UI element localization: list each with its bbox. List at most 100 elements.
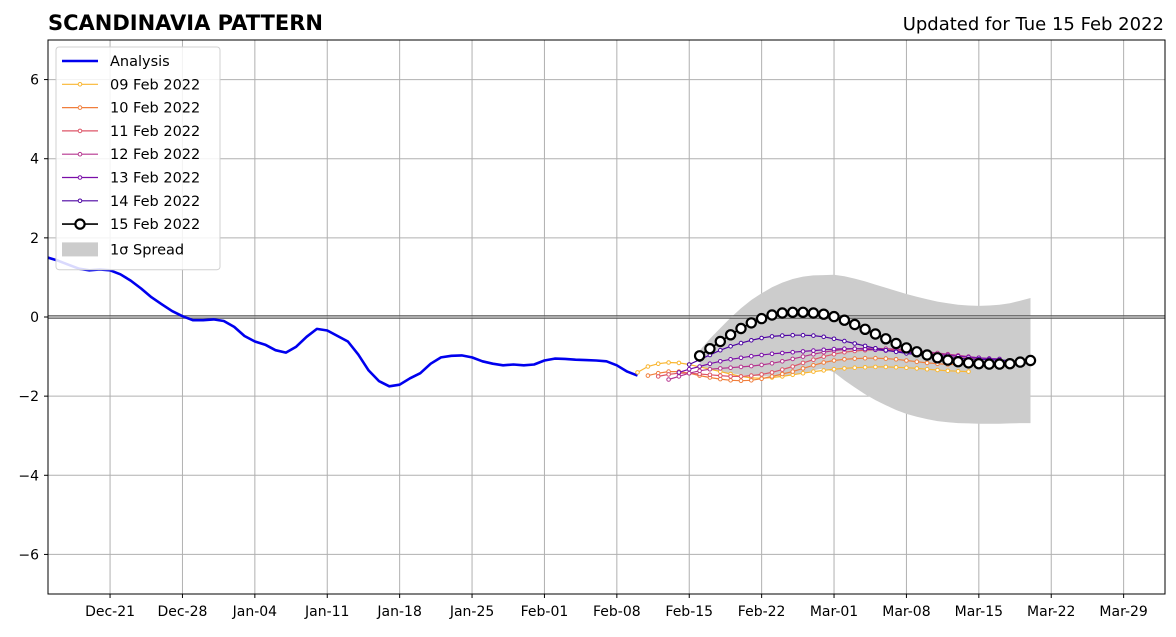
forecast-point xyxy=(800,349,806,354)
forecast-point xyxy=(811,333,816,338)
forecast-point xyxy=(749,338,754,343)
x-tick-label: Mar-01 xyxy=(810,604,858,620)
forecast-point xyxy=(749,378,754,383)
forecast-point xyxy=(676,374,682,379)
forecast-point xyxy=(728,365,733,371)
forecast-point xyxy=(776,307,789,319)
forecast-point xyxy=(707,366,713,372)
forecast-point xyxy=(759,352,764,358)
forecast-point xyxy=(769,361,775,366)
x-tick-label: Feb-01 xyxy=(521,604,569,620)
forecast-point xyxy=(769,334,775,339)
forecast-point xyxy=(749,363,754,369)
forecast-point xyxy=(893,365,899,370)
forecast-point xyxy=(883,347,889,353)
forecast-point xyxy=(852,346,858,352)
forecast-point xyxy=(890,337,902,350)
forecast-point xyxy=(714,335,727,348)
forecast-point xyxy=(655,361,661,367)
legend-swatch-marker xyxy=(77,105,83,110)
forecast-point xyxy=(828,310,840,323)
forecast-point xyxy=(735,322,747,335)
forecast-point xyxy=(849,318,861,331)
forecast-point xyxy=(931,352,944,364)
legend: Analysis 09 Feb 2022 10 Feb 2022 11 Feb 202… xyxy=(55,46,221,271)
forecast-point xyxy=(924,360,930,366)
forecast-point xyxy=(766,309,778,321)
forecast-point xyxy=(880,333,892,345)
legend-label: 11 Feb 2022 xyxy=(110,124,200,140)
forecast-point xyxy=(821,368,827,373)
x-tick-label: Mar-22 xyxy=(1027,604,1075,620)
forecast-point xyxy=(852,341,858,346)
forecast-point xyxy=(818,308,830,320)
legend-label: 15 Feb 2022 xyxy=(110,217,200,233)
forecast-point xyxy=(738,364,744,370)
forecast-point xyxy=(942,354,954,366)
x-tick-label: Dec-28 xyxy=(157,604,207,620)
forecast-point xyxy=(821,354,827,359)
forecast-point xyxy=(718,373,723,378)
forecast-point xyxy=(728,378,733,383)
legend-label: 12 Feb 2022 xyxy=(110,147,200,163)
forecast-point xyxy=(821,360,827,365)
legend-swatch-marker xyxy=(77,198,83,204)
forecast-point xyxy=(842,366,847,371)
y-tick-label: 2 xyxy=(30,231,39,247)
forecast-point xyxy=(924,366,930,372)
forecast-point xyxy=(686,366,692,372)
x-tick-label: Feb-22 xyxy=(738,604,786,620)
axis-ticks: Dec-21 Dec-28 Jan-04 Jan-11 Jan-18 Jan-25 Feb-… xyxy=(18,73,1147,620)
forecast-point xyxy=(759,362,764,368)
forecast-point xyxy=(686,370,692,376)
forecast-point xyxy=(800,332,806,338)
forecast-point xyxy=(800,366,806,371)
forecast-point xyxy=(807,307,820,319)
forecast-point xyxy=(780,350,785,356)
forecast-point xyxy=(873,346,878,351)
forecast-point xyxy=(1024,354,1037,367)
forecast-point xyxy=(759,376,764,382)
forecast-point xyxy=(718,347,723,353)
forecast-point xyxy=(914,366,920,371)
forecast-point xyxy=(738,340,744,346)
forecast-point xyxy=(842,346,847,352)
forecast-series xyxy=(635,360,971,381)
forecast-point xyxy=(811,357,816,363)
forecast-point xyxy=(983,358,995,370)
forecast-point xyxy=(780,333,785,338)
y-tick-label: −4 xyxy=(18,468,39,484)
forecast-point xyxy=(790,364,796,369)
legend-label: 10 Feb 2022 xyxy=(110,101,200,117)
forecast-point xyxy=(1004,358,1016,370)
legend-swatch-spread xyxy=(62,242,98,257)
x-tick-label: Jan-04 xyxy=(232,604,278,620)
chart-subtitle: Updated for Tue 15 Feb 2022 xyxy=(903,14,1164,35)
forecast-point xyxy=(790,369,796,374)
forecast-point xyxy=(707,372,713,378)
forecast-point xyxy=(1014,356,1026,368)
forecast-point xyxy=(904,365,909,371)
forecast-point xyxy=(831,366,837,372)
x-tick-label: Mar-29 xyxy=(1099,604,1147,620)
forecast-point xyxy=(728,344,733,349)
forecast-point xyxy=(883,356,889,361)
forecast-point xyxy=(759,372,764,377)
forecast-point xyxy=(955,368,961,374)
y-tick-label: 6 xyxy=(30,73,39,89)
forecast-point xyxy=(780,359,785,364)
forecast-point xyxy=(900,342,913,354)
legend-label: Analysis xyxy=(110,54,170,70)
x-tick-label: Jan-25 xyxy=(449,604,494,620)
legend-box xyxy=(55,46,221,271)
forecast-point xyxy=(718,359,723,364)
legend-swatch-marker xyxy=(77,128,83,134)
legend-swatch-marker xyxy=(74,218,86,230)
forecast-point xyxy=(921,349,933,361)
forecast-point xyxy=(738,374,744,379)
forecast-point xyxy=(655,374,661,379)
forecast-point xyxy=(676,360,682,366)
forecast-point xyxy=(811,348,816,353)
forecast-point xyxy=(738,355,744,361)
chart-title: SCANDINAVIA PATTERN xyxy=(48,11,323,35)
